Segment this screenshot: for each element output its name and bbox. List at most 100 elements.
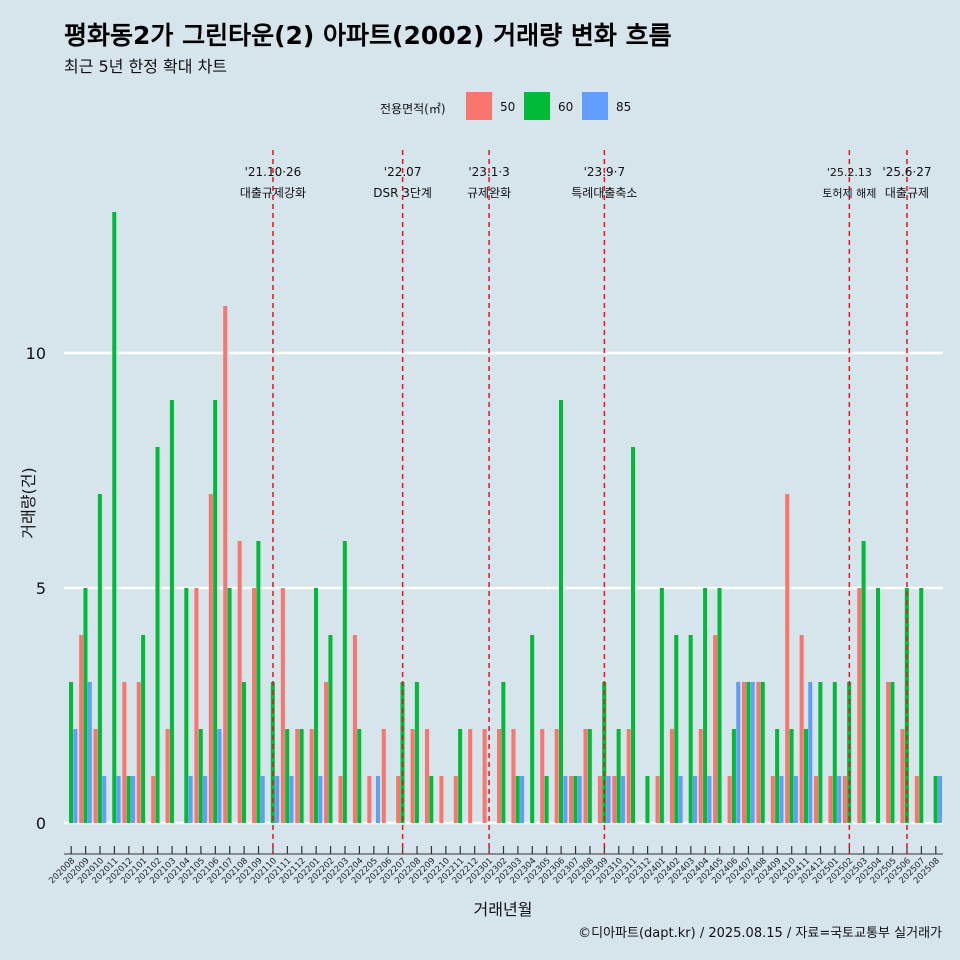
bar-60-202208 <box>414 682 419 823</box>
bar-60-202307 <box>573 776 578 823</box>
bar-60-202507 <box>919 588 924 823</box>
bar-85-202205 <box>375 776 380 823</box>
bar-60-202306 <box>558 400 564 823</box>
bar-60-202405 <box>717 588 722 823</box>
bar-60-202209 <box>429 776 434 823</box>
annotation-label-3: 특례대출축소 <box>571 186 637 200</box>
bar-85-202409 <box>779 776 784 823</box>
bar-50-202211 <box>453 776 458 823</box>
bar-85-202106 <box>217 729 222 823</box>
bar-50-202210 <box>439 776 444 823</box>
bar-60-202107 <box>227 588 232 823</box>
bar-50-202404 <box>698 729 703 823</box>
bar-50-202010 <box>93 729 98 823</box>
bar-60-202101 <box>141 635 146 823</box>
chart-subtitle: 최근 5년 한정 확대 차트 <box>64 57 228 76</box>
bar-60-202304 <box>530 635 535 823</box>
bar-60-202008 <box>69 682 74 823</box>
bar-50-202111 <box>280 588 285 823</box>
chart-title: 평화동2가 그린타운(2) 아파트(2002) 거래량 변화 흐름 <box>64 21 672 50</box>
legend-swatch-85 <box>582 92 608 120</box>
legend-swatch-50 <box>466 92 492 120</box>
bar-85-202110 <box>275 776 280 823</box>
legend-swatch-60 <box>524 92 550 120</box>
bar-60-202012 <box>126 776 131 823</box>
bar-50-202102 <box>151 776 156 823</box>
bar-60-202211 <box>458 729 463 823</box>
annotation-label-1: DSR 3단계 <box>373 186 432 200</box>
y-tick-label: 5 <box>36 579 46 598</box>
bar-50-202108 <box>237 541 242 823</box>
bar-85-202010 <box>102 776 107 823</box>
bar-60-202502 <box>847 682 852 823</box>
bar-50-202507 <box>914 776 919 823</box>
y-tick-label: 0 <box>36 814 46 833</box>
annotation-date-4: '25.2.13 <box>827 166 872 179</box>
bar-60-202108 <box>241 682 246 823</box>
bar-85-202501 <box>837 776 842 823</box>
bar-60-202403 <box>688 635 693 823</box>
bar-85-202307 <box>577 776 582 823</box>
bar-60-202105 <box>198 729 203 823</box>
bar-60-202506 <box>904 588 909 823</box>
bar-50-202502 <box>842 776 847 823</box>
annotation-label-0: 대출규제강화 <box>240 186 306 200</box>
bar-60-202010 <box>97 494 102 823</box>
bar-60-202410 <box>789 729 794 823</box>
bar-50-202009 <box>79 635 84 823</box>
bar-50-202012 <box>122 682 127 823</box>
bar-85-202109 <box>260 776 265 823</box>
bar-60-202505 <box>890 682 895 823</box>
bar-50-202106 <box>208 494 213 823</box>
x-axis-title: 거래년월 <box>474 900 533 919</box>
bar-85-202411 <box>808 682 813 823</box>
bar-85-202403 <box>692 776 698 823</box>
bar-50-202405 <box>713 635 718 823</box>
bar-60-202103 <box>169 400 174 823</box>
bar-60-202308 <box>587 729 592 823</box>
annotation-label-5: 대출규제 <box>885 186 929 200</box>
legend-label-85: 85 <box>616 100 632 114</box>
bar-50-202207 <box>396 776 401 823</box>
annotation-date-3: '23.9·7 <box>584 165 625 179</box>
bar-85-202402 <box>678 776 683 823</box>
bar-50-202305 <box>540 729 545 823</box>
bar-60-202311 <box>631 447 636 823</box>
bar-85-202310 <box>620 776 625 823</box>
bar-50-202402 <box>669 729 674 823</box>
bar-50-202103 <box>165 729 170 823</box>
bar-60-202110 <box>270 682 275 823</box>
annotation-label-4: 토허제 해제 <box>822 186 876 200</box>
bar-60-202203 <box>342 541 347 823</box>
legend-label-60: 60 <box>558 100 574 114</box>
bar-60-202409 <box>775 729 780 823</box>
bar-50-202505 <box>886 682 891 823</box>
bar-60-202009 <box>83 588 88 823</box>
bar-50-202412 <box>814 776 819 823</box>
bar-85-202404 <box>707 776 712 823</box>
annotation-label-2: 규제완화 <box>467 186 511 200</box>
bar-85-202306 <box>563 776 568 823</box>
bar-50-202310 <box>612 776 617 823</box>
bar-50-202202 <box>324 682 329 823</box>
bar-60-202309 <box>602 682 607 823</box>
bar-50-202408 <box>756 682 761 823</box>
bar-85-202009 <box>87 682 92 823</box>
bar-50-202308 <box>583 729 588 823</box>
bar-50-202212 <box>468 729 473 823</box>
bar-85-202508 <box>937 776 942 823</box>
bar-60-202312 <box>645 776 650 823</box>
bar-60-202404 <box>703 588 708 823</box>
bar-50-202206 <box>381 729 386 823</box>
bar-60-202109 <box>256 541 261 823</box>
bar-85-202105 <box>203 776 208 823</box>
bar-60-202104 <box>184 588 189 823</box>
bar-60-202204 <box>357 729 362 823</box>
annotation-date-1: '22.07 <box>384 165 422 179</box>
bar-60-202503 <box>861 541 866 823</box>
bar-85-202008 <box>73 729 78 823</box>
bar-85-202410 <box>793 776 798 823</box>
bar-50-202303 <box>511 729 516 823</box>
bar-60-202111 <box>285 729 290 823</box>
